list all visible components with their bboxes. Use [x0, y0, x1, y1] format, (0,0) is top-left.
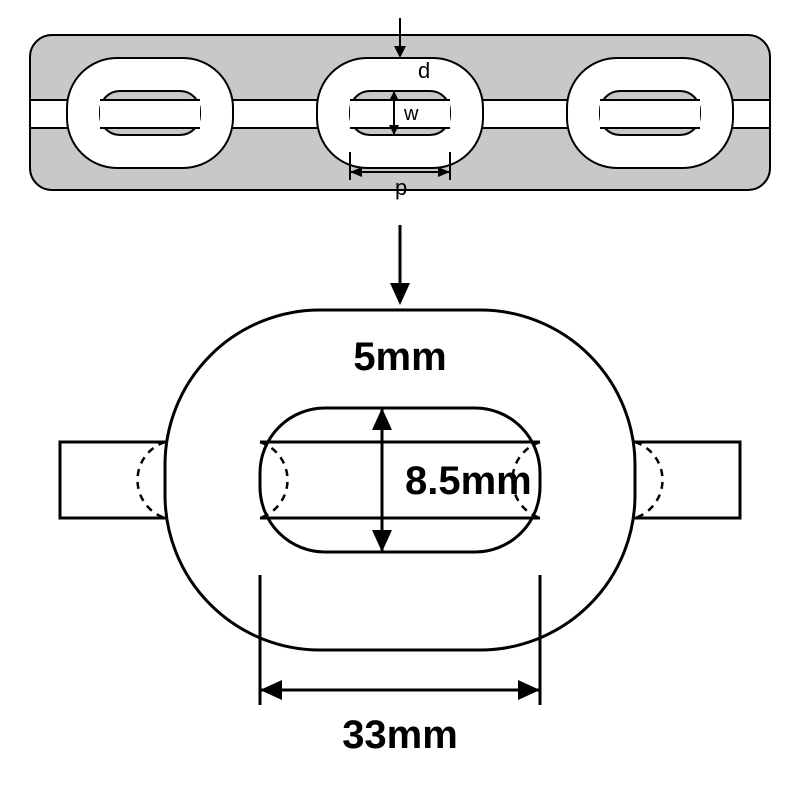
label-inner-width: 8.5mm — [405, 459, 532, 503]
chain-diagram: d w p — [0, 0, 800, 800]
label-pitch: 33mm — [342, 713, 458, 757]
label-d: d — [418, 58, 430, 83]
label-p: p — [395, 175, 407, 200]
label-thickness: 5mm — [353, 335, 446, 379]
label-w: w — [403, 103, 419, 125]
top-panel: d w p — [30, 18, 770, 200]
bottom-panel: 5mm 8.5mm 33mm — [60, 225, 740, 757]
